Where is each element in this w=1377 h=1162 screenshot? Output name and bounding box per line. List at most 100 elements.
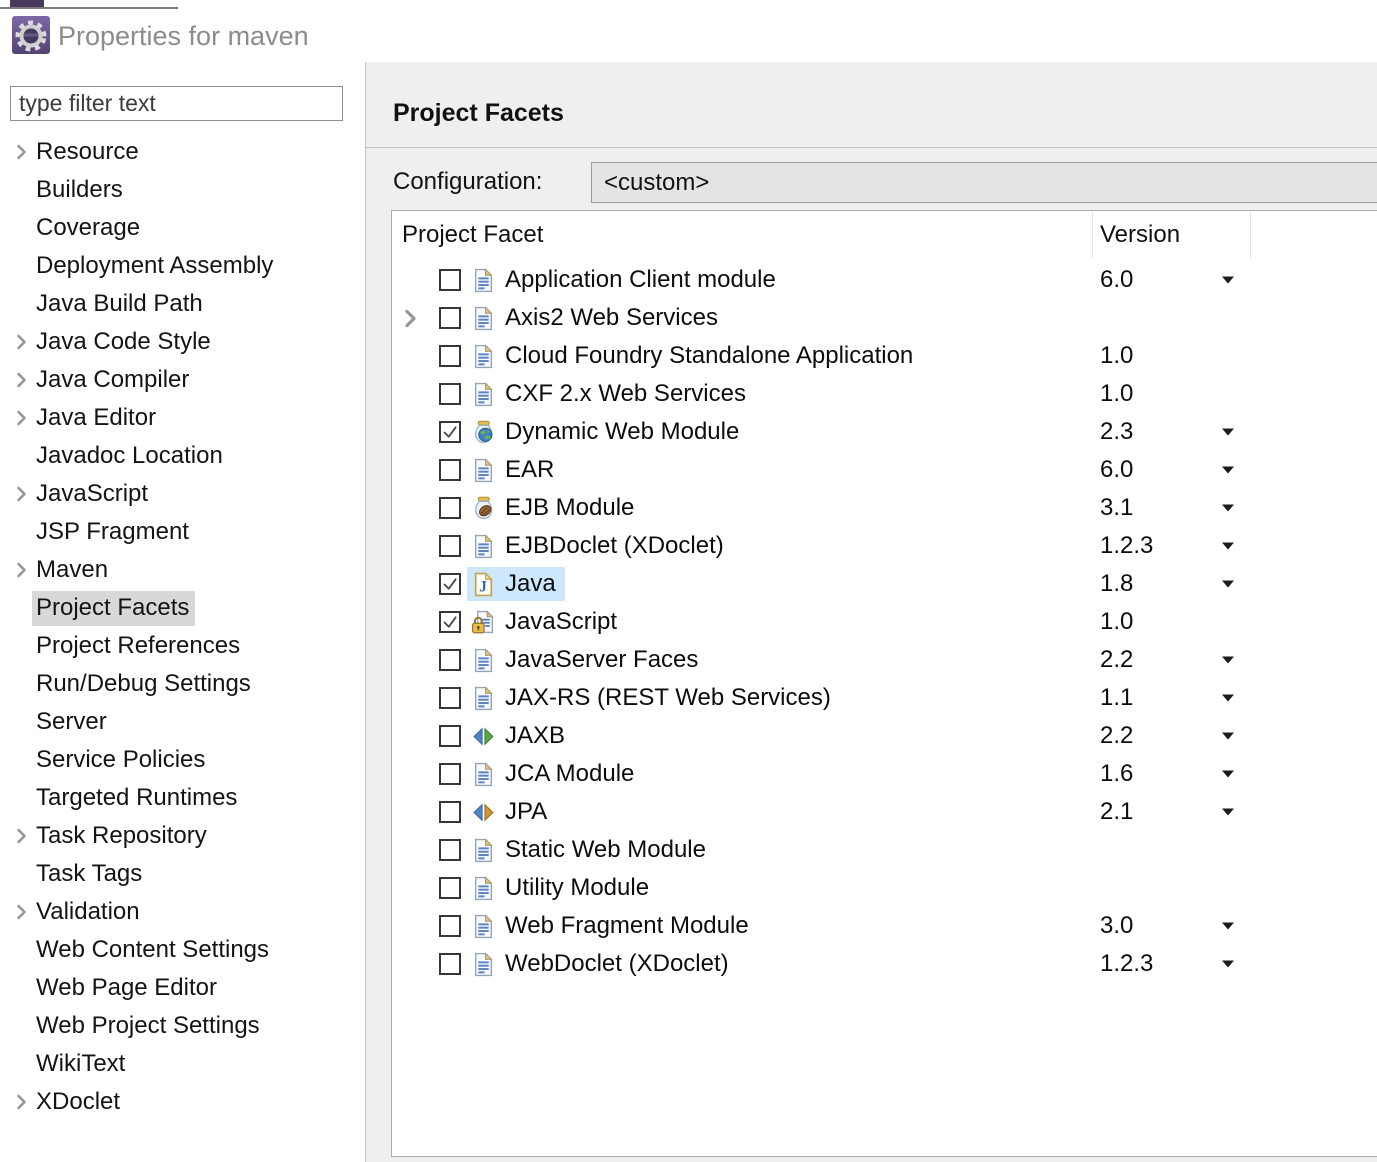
facet-checkbox[interactable]: [439, 611, 461, 633]
sidebar-item-label[interactable]: Maven: [36, 555, 109, 583]
facet-checkbox[interactable]: [439, 307, 461, 329]
sidebar-item-java-compiler[interactable]: Java Compiler: [0, 361, 362, 399]
facet-label[interactable]: JavaScript: [505, 608, 618, 635]
sidebar-item-targeted-runtimes[interactable]: Targeted Runtimes: [0, 779, 362, 817]
version-dropdown-arrow-icon[interactable]: [1222, 276, 1234, 284]
facet-checkbox[interactable]: [439, 839, 461, 861]
sidebar-item-web-project-settings[interactable]: Web Project Settings: [0, 1007, 362, 1045]
sidebar-item-web-page-editor[interactable]: Web Page Editor: [0, 969, 362, 1007]
chevron-right-icon[interactable]: [16, 486, 27, 502]
sidebar-item-label[interactable]: Web Project Settings: [36, 1011, 260, 1039]
facet-label[interactable]: JPA: [505, 798, 548, 825]
version-dropdown-arrow-icon[interactable]: [1222, 694, 1234, 702]
facet-row-utility-module[interactable]: Utility Module: [392, 869, 1377, 907]
sidebar-item-label[interactable]: Task Tags: [36, 859, 143, 887]
facet-checkbox[interactable]: [439, 725, 461, 747]
sidebar-item-label[interactable]: Java Editor: [36, 403, 157, 431]
facet-label[interactable]: JAX-RS (REST Web Services): [505, 684, 831, 711]
sidebar-item-maven[interactable]: Maven: [0, 551, 362, 589]
sidebar-item-java-build-path[interactable]: Java Build Path: [0, 285, 362, 323]
sidebar-item-label[interactable]: Run/Debug Settings: [36, 669, 251, 697]
facet-checkbox[interactable]: [439, 383, 461, 405]
facet-row-ejbdoclet-xdoclet[interactable]: EJBDoclet (XDoclet) 1.2.3: [392, 527, 1377, 565]
sidebar-item-label[interactable]: Service Policies: [36, 745, 206, 773]
facet-row-jpa[interactable]: JPA 2.1: [392, 793, 1377, 831]
facet-label[interactable]: Application Client module: [505, 266, 776, 293]
sidebar-item-label[interactable]: WikiText: [36, 1049, 126, 1077]
facet-label[interactable]: Utility Module: [505, 874, 650, 901]
facet-label[interactable]: Web Fragment Module: [505, 912, 749, 939]
facet-label[interactable]: JavaServer Faces: [505, 646, 699, 673]
sidebar-item-builders[interactable]: Builders: [0, 171, 362, 209]
configuration-dropdown[interactable]: <custom>: [591, 162, 1377, 203]
facet-checkbox[interactable]: [439, 763, 461, 785]
sidebar-item-label[interactable]: Server: [36, 707, 107, 735]
sidebar-item-label[interactable]: Resource: [36, 137, 139, 165]
column-header-version[interactable]: Version: [1100, 221, 1181, 248]
version-dropdown-arrow-icon[interactable]: [1222, 504, 1234, 512]
version-dropdown-arrow-icon[interactable]: [1222, 770, 1234, 778]
facet-label[interactable]: WebDoclet (XDoclet): [505, 950, 729, 977]
facet-row-static-web-module[interactable]: Static Web Module: [392, 831, 1377, 869]
sidebar-item-label[interactable]: Project References: [36, 631, 241, 659]
sidebar-item-label[interactable]: Java Build Path: [36, 289, 203, 317]
facet-row-webdoclet-xdoclet[interactable]: WebDoclet (XDoclet) 1.2.3: [392, 945, 1377, 983]
version-dropdown-arrow-icon[interactable]: [1222, 922, 1234, 930]
facet-label[interactable]: EJBDoclet (XDoclet): [505, 532, 724, 559]
sidebar-item-javadoc-location[interactable]: Javadoc Location: [0, 437, 362, 475]
sidebar-item-validation[interactable]: Validation: [0, 893, 362, 931]
expand-chevron-icon[interactable]: [404, 308, 418, 328]
version-dropdown-arrow-icon[interactable]: [1222, 466, 1234, 474]
facet-checkbox[interactable]: [439, 421, 461, 443]
facet-checkbox[interactable]: [439, 573, 461, 595]
facet-label[interactable]: Java: [505, 570, 556, 597]
facet-row-ear[interactable]: EAR 6.0: [392, 451, 1377, 489]
sidebar-item-server[interactable]: Server: [0, 703, 362, 741]
column-header-project-facet[interactable]: Project Facet: [402, 221, 544, 248]
sidebar-item-java-editor[interactable]: Java Editor: [0, 399, 362, 437]
sidebar-item-label[interactable]: Targeted Runtimes: [36, 783, 238, 811]
facet-checkbox[interactable]: [439, 459, 461, 481]
version-dropdown-arrow-icon[interactable]: [1222, 542, 1234, 550]
facet-label[interactable]: JAXB: [505, 722, 566, 749]
sidebar-item-label[interactable]: Java Compiler: [36, 365, 190, 393]
sidebar-item-label[interactable]: Builders: [36, 175, 123, 203]
sidebar-item-task-repository[interactable]: Task Repository: [0, 817, 362, 855]
facet-checkbox[interactable]: [439, 915, 461, 937]
facet-checkbox[interactable]: [439, 649, 461, 671]
facet-checkbox[interactable]: [439, 877, 461, 899]
facet-checkbox[interactable]: [439, 801, 461, 823]
version-dropdown-arrow-icon[interactable]: [1222, 808, 1234, 816]
sidebar-item-label[interactable]: Validation: [36, 897, 140, 925]
facet-row-dynamic-web-module[interactable]: Dynamic Web Module 2.3: [392, 413, 1377, 451]
sidebar-item-javascript[interactable]: JavaScript: [0, 475, 362, 513]
facet-row-java[interactable]: Java 1.8: [392, 565, 1377, 603]
facet-checkbox[interactable]: [439, 535, 461, 557]
facet-label[interactable]: Static Web Module: [505, 836, 706, 863]
facet-checkbox[interactable]: [439, 953, 461, 975]
facet-row-cxf-2-x-web-services[interactable]: CXF 2.x Web Services 1.0: [392, 375, 1377, 413]
chevron-right-icon[interactable]: [16, 562, 27, 578]
sidebar-item-xdoclet[interactable]: XDoclet: [0, 1083, 362, 1121]
sidebar-item-label[interactable]: Web Page Editor: [36, 973, 217, 1001]
sidebar-item-label[interactable]: Java Code Style: [36, 327, 211, 355]
facet-row-javascript[interactable]: JavaScript 1.0: [392, 603, 1377, 641]
chevron-right-icon[interactable]: [16, 144, 27, 160]
facet-row-axis2-web-services[interactable]: Axis2 Web Services: [392, 299, 1377, 337]
facet-label[interactable]: EJB Module: [505, 494, 635, 521]
chevron-right-icon[interactable]: [16, 410, 27, 426]
filter-input[interactable]: [10, 86, 343, 121]
facet-row-application-client-module[interactable]: Application Client module 6.0: [392, 261, 1377, 299]
facet-label[interactable]: CXF 2.x Web Services: [505, 380, 746, 407]
version-dropdown-arrow-icon[interactable]: [1222, 428, 1234, 436]
sidebar-item-coverage[interactable]: Coverage: [0, 209, 362, 247]
facet-row-javaserver-faces[interactable]: JavaServer Faces 2.2: [392, 641, 1377, 679]
sidebar-item-label[interactable]: Coverage: [36, 213, 141, 241]
sidebar-item-task-tags[interactable]: Task Tags: [0, 855, 362, 893]
sidebar-item-label[interactable]: Task Repository: [36, 821, 207, 849]
version-dropdown-arrow-icon[interactable]: [1222, 580, 1234, 588]
sidebar-item-project-references[interactable]: Project References: [0, 627, 362, 665]
facet-row-jax-rs-rest-web-services[interactable]: JAX-RS (REST Web Services) 1.1: [392, 679, 1377, 717]
sidebar-item-label[interactable]: Deployment Assembly: [36, 251, 274, 279]
facet-label[interactable]: Cloud Foundry Standalone Application: [505, 342, 914, 369]
